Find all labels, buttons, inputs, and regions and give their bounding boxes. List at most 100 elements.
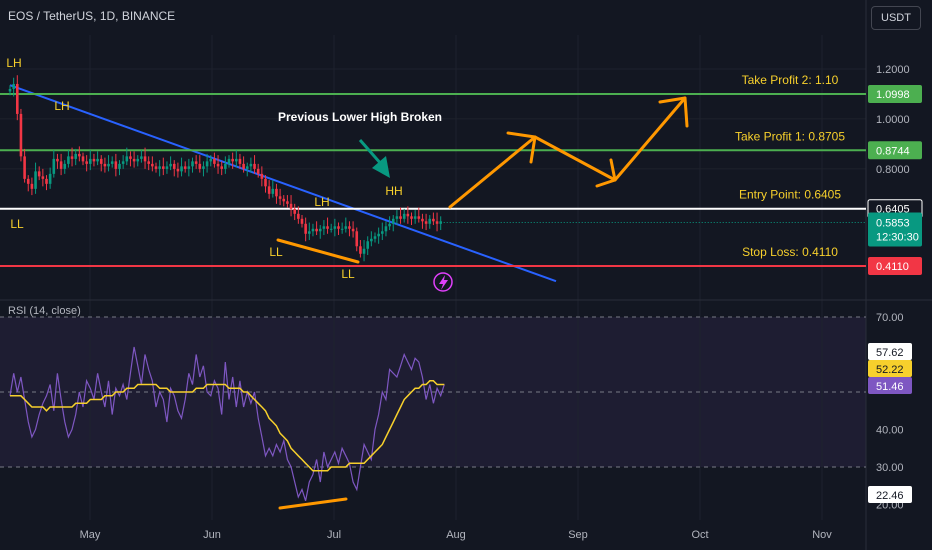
candle-body [169,163,172,167]
candle-body [227,158,231,164]
candle-body [264,178,267,187]
price-tick-label: 1.2000 [876,64,910,76]
candle-body [275,188,278,197]
candle-body [147,161,150,164]
candle-body [308,231,311,234]
rsi-tick-label: 30.00 [876,462,904,474]
candle-body [417,216,421,219]
x-tick-label: Sep [568,529,588,541]
pivot-label: LH [54,99,69,113]
candle-body [158,166,161,169]
candle-body [224,163,227,169]
x-tick-label: May [80,529,101,541]
level-price-label: 0.4110 [876,261,909,273]
candle-body [110,161,114,164]
candle-body [183,166,187,169]
candle-body [260,173,264,179]
candle-body [107,163,110,167]
candle-body [304,223,307,234]
candle-body [351,228,355,232]
candle-body [140,156,143,159]
candle-body [395,216,399,219]
level-price-badge [868,257,922,275]
candle-body [78,153,81,157]
candle-body [162,166,165,169]
candle-body [231,158,234,162]
candle-body [92,158,96,162]
candle-body [428,218,432,224]
candle-body [300,218,304,224]
candle-body [402,213,406,219]
level-price-label: 1.0998 [876,89,910,101]
candle-body [333,226,337,229]
rsi-value-label: 22.46 [876,490,904,502]
level-label: Take Profit 2: 1.10 [742,73,839,87]
price-tick-label: 1.0000 [876,114,910,126]
rsi-divergence-line [278,497,348,510]
projection-arrowhead [658,96,689,128]
candle-body [315,228,318,232]
last-price-label: 0.5853 [876,217,910,229]
teal-arrow-head [372,156,390,178]
candle-body [391,218,395,224]
x-tick-label: Nov [812,529,832,541]
candle-body [322,226,326,229]
currency-button[interactable]: USDT [871,6,921,30]
candle-body [245,166,249,169]
candle-body [421,218,424,222]
candle-body [99,158,103,164]
rsi-value-label: 52.22 [876,364,904,376]
pivot-label: LH [314,195,329,209]
candle-body [59,161,63,169]
candle-body [432,218,435,222]
candle-body [176,168,180,172]
candle-body [406,213,410,217]
projection-arrowhead [595,158,617,188]
last-price-countdown: 12:30:30 [876,231,919,243]
candle-body [209,158,213,162]
candle-body [362,248,366,254]
candle-body [103,163,107,167]
candle-body [348,226,351,229]
candle-body [410,216,413,219]
rsi-value-badge [868,343,912,360]
rsi-indicator-title[interactable]: RSI (14, close) [8,305,81,317]
rsi-value-label: 51.46 [876,381,904,393]
rsi-value-badge [868,377,912,394]
rsi-value-badge [868,360,912,377]
candle-body [439,221,442,224]
candle-body [154,166,158,169]
x-tick-label: Aug [446,529,466,541]
candle-body [52,158,56,174]
candle-body [45,178,48,184]
rsi-value-badge [868,486,912,503]
pivot-label: LH [6,56,21,70]
candle-body [48,173,52,184]
candle-body [136,158,140,162]
candle-body [359,246,362,254]
candle-body [172,163,176,169]
candle-body [424,221,428,224]
candle-body [311,228,315,232]
level-label: Take Profit 1: 0.8705 [735,129,845,143]
candle-body [85,161,88,164]
level-price-badge [868,85,922,103]
price-divergence-line [276,238,360,264]
candle-body [16,83,19,114]
candle-body [8,88,12,92]
candle-body [213,158,216,164]
candle-body [242,163,245,169]
candle-body [118,163,121,169]
symbol-title[interactable]: EOS / TetherUS, 1D, BINANCE [8,9,176,23]
rsi-tick-label: 40.00 [876,425,904,437]
candle-body [205,161,209,167]
candle-body [67,156,70,164]
candle-body [286,201,289,204]
candle-body [366,241,369,249]
candle-body [381,231,384,234]
level-price-badge [868,141,922,160]
candle-body [56,158,59,162]
candle-body [96,158,99,162]
candle-body [37,171,41,177]
